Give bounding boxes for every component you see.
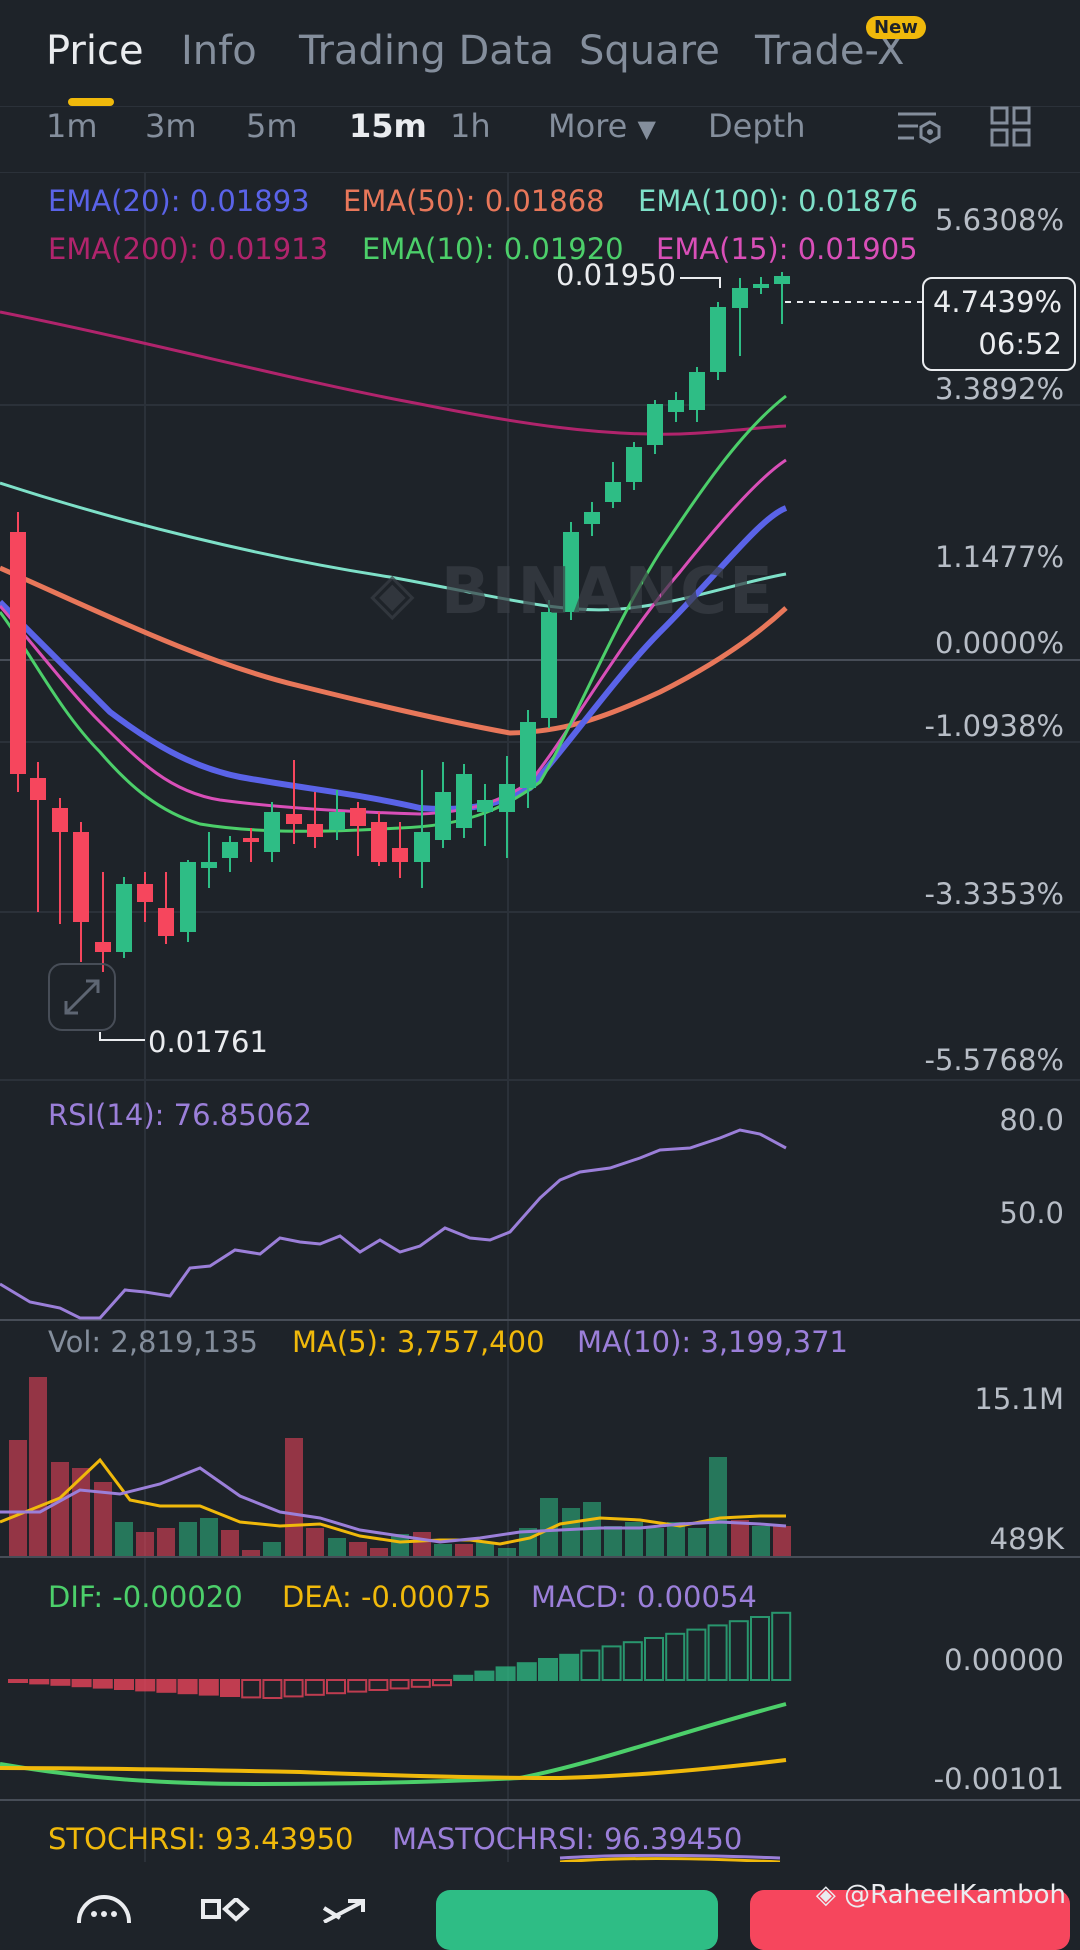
interval-3m[interactable]: 3m bbox=[145, 107, 197, 145]
tab-info[interactable]: Info bbox=[181, 28, 257, 74]
ema10-line bbox=[0, 394, 787, 833]
interval-1m[interactable]: 1m bbox=[46, 107, 98, 145]
volume-axis-max: 15.1M bbox=[974, 1382, 1064, 1416]
macd-axis-zero: 0.00000 bbox=[944, 1643, 1064, 1677]
trade-arrow-icon[interactable] bbox=[320, 1898, 370, 1923]
expand-icon bbox=[64, 979, 100, 1015]
binance-logo-icon: ◈ bbox=[370, 559, 417, 627]
mastochrsi-line bbox=[559, 1857, 781, 1862]
ema100-legend: EMA(100): 0.01876 bbox=[638, 184, 919, 218]
apps-icon[interactable] bbox=[200, 1898, 252, 1923]
high-price-label: 0.01950 bbox=[556, 258, 676, 292]
mastochrsi-legend: MASTOCHRSI: 96.39450 bbox=[392, 1822, 743, 1856]
stochrsi-line bbox=[559, 1853, 781, 1860]
current-price-box: 4.7439% 06:52 bbox=[922, 277, 1076, 371]
ema15-line bbox=[0, 458, 787, 816]
volume-legend: Vol: 2,819,135 bbox=[48, 1325, 258, 1359]
current-pct: 4.7439% bbox=[932, 285, 1062, 319]
low-connector bbox=[99, 1032, 145, 1041]
volume-ma10-line bbox=[0, 1466, 787, 1544]
volume-axis-min: 489K bbox=[989, 1522, 1064, 1556]
watermark-credit: ◈ @RaheelKamboh bbox=[816, 1880, 1066, 1910]
axis-label: 5.6308% bbox=[934, 203, 1064, 237]
ema10-legend: EMA(10): 0.01920 bbox=[362, 232, 624, 266]
macd-dif-line bbox=[0, 1702, 787, 1787]
rsi-line bbox=[0, 1128, 787, 1320]
binance-small-logo-icon: ◈ bbox=[815, 1880, 836, 1910]
ema20-legend: EMA(20): 0.01893 bbox=[48, 184, 310, 218]
tab-price[interactable]: Price bbox=[46, 28, 144, 74]
interval-divider bbox=[0, 172, 1080, 173]
more-options-icon[interactable] bbox=[76, 1892, 132, 1923]
interval-5m[interactable]: 5m bbox=[246, 107, 298, 145]
axis-label: 1.1477% bbox=[934, 540, 1064, 574]
axis-label: 3.3892% bbox=[934, 372, 1064, 406]
tabs-divider bbox=[0, 106, 1080, 107]
ema20-line bbox=[0, 505, 788, 813]
chart-settings-icon[interactable] bbox=[896, 106, 942, 150]
interval-15m[interactable]: 15m bbox=[349, 107, 427, 145]
tab-trading-data[interactable]: Trading Data bbox=[299, 28, 554, 74]
more-label: More bbox=[548, 107, 628, 145]
ema50-line bbox=[0, 565, 788, 736]
volume-ma5-legend: MA(5): 3,757,400 bbox=[292, 1325, 545, 1359]
ema15-legend: EMA(15): 0.01905 bbox=[656, 232, 918, 266]
macd-dif-legend: DIF: -0.00020 bbox=[48, 1580, 243, 1614]
axis-label: 0.0000% bbox=[934, 626, 1064, 660]
countdown: 06:52 bbox=[978, 327, 1062, 361]
grid-layout-icon[interactable] bbox=[990, 106, 1032, 148]
macd-histogram bbox=[8, 1611, 792, 1699]
ema200-line bbox=[0, 310, 787, 436]
volume-ma10-legend: MA(10): 3,199,371 bbox=[577, 1325, 848, 1359]
macd-dea-line bbox=[0, 1758, 787, 1781]
expand-chart-button[interactable] bbox=[48, 963, 116, 1031]
buy-button[interactable] bbox=[436, 1890, 718, 1950]
rsi-axis-50: 50.0 bbox=[999, 1196, 1064, 1230]
watermark-text: BINANCE bbox=[440, 555, 775, 629]
ema200-legend: EMA(200): 0.01913 bbox=[48, 232, 329, 266]
new-badge: New bbox=[866, 16, 926, 39]
rsi-legend: RSI(14): 76.85062 bbox=[48, 1098, 313, 1132]
binance-watermark: ◈ BINANCE bbox=[370, 555, 775, 629]
tab-square[interactable]: Square bbox=[579, 28, 720, 74]
rsi-axis-80: 80.0 bbox=[999, 1103, 1064, 1137]
top-tabs: Price Info Trading Data Square Trade-X N… bbox=[0, 0, 1080, 106]
high-connector bbox=[680, 277, 721, 288]
main-chart[interactable] bbox=[0, 172, 1080, 1862]
ema50-legend: EMA(50): 0.01868 bbox=[343, 184, 605, 218]
macd-dea-legend: DEA: -0.00075 bbox=[282, 1580, 492, 1614]
volume-bars bbox=[9, 1377, 791, 1556]
axis-label: -3.3353% bbox=[924, 877, 1065, 911]
low-price-label: 0.01761 bbox=[148, 1025, 268, 1059]
depth-button[interactable]: Depth bbox=[708, 107, 806, 145]
volume-ma5-line bbox=[0, 1457, 786, 1546]
axis-label: -1.0938% bbox=[924, 709, 1065, 743]
caret-down-icon: ▼ bbox=[637, 115, 656, 143]
stochrsi-legend: STOCHRSI: 93.43950 bbox=[48, 1822, 354, 1856]
candles bbox=[10, 272, 790, 972]
interval-1h[interactable]: 1h bbox=[450, 107, 491, 145]
macd-axis-min: -0.00101 bbox=[933, 1762, 1064, 1796]
axis-label: -5.5768% bbox=[924, 1043, 1065, 1077]
active-tab-indicator bbox=[68, 98, 114, 106]
macd-value-legend: MACD: 0.00054 bbox=[531, 1580, 757, 1614]
interval-more[interactable]: More ▼ bbox=[548, 107, 656, 145]
credit-text: @RaheelKamboh bbox=[844, 1880, 1066, 1910]
